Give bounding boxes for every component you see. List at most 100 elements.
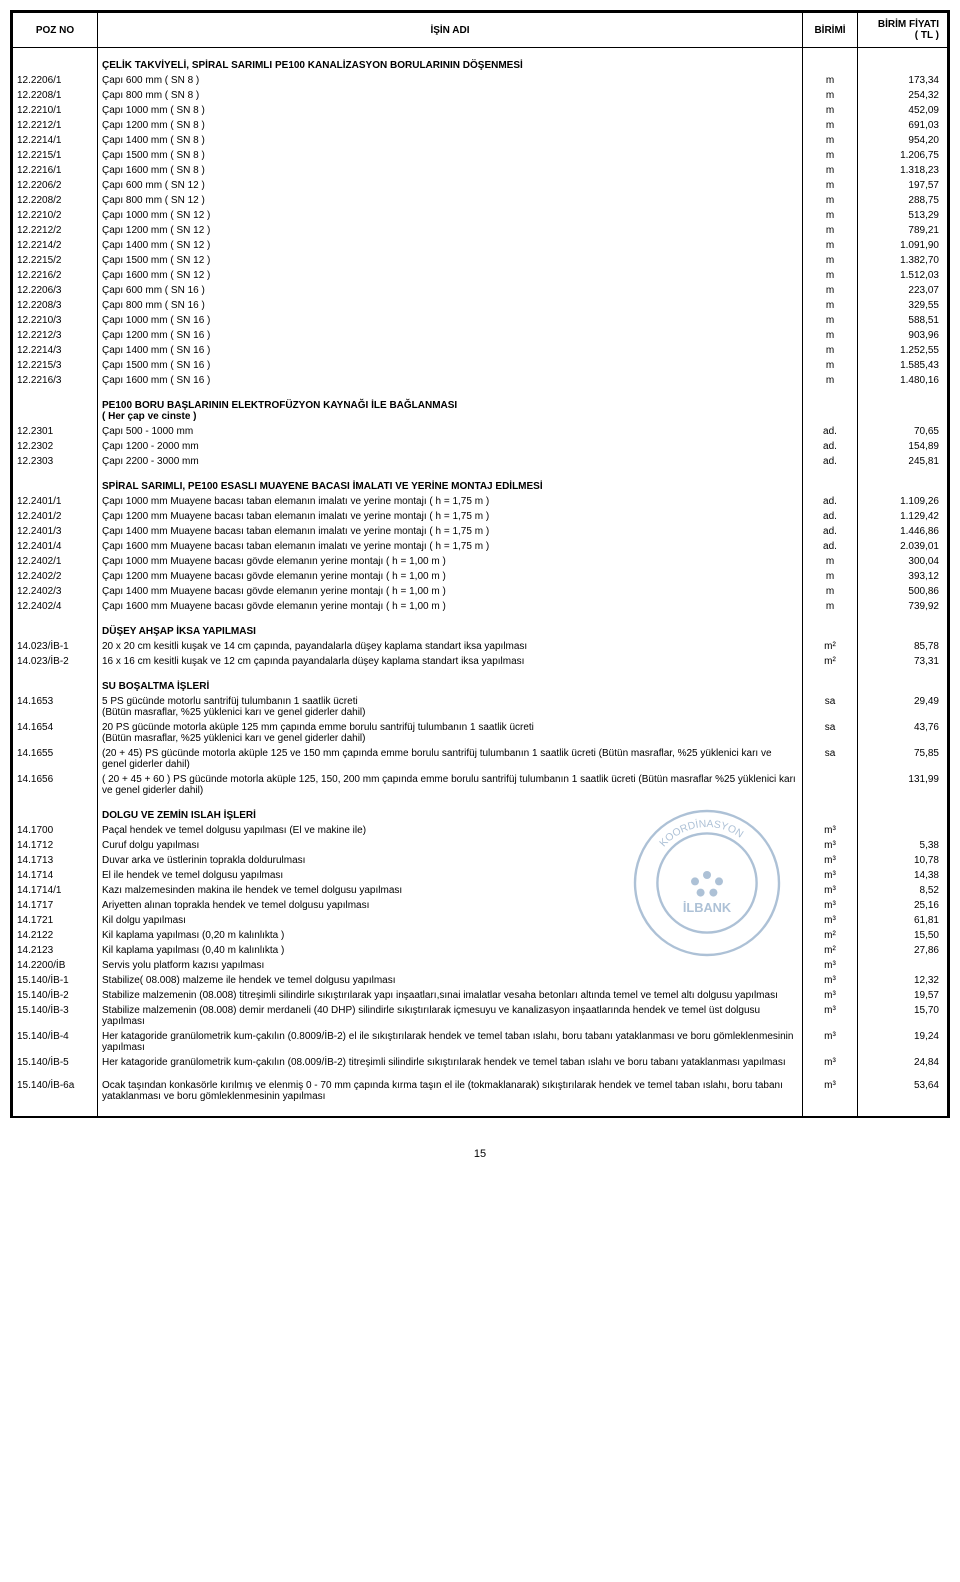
cell-fiyat: 154,89 [858,439,948,454]
cell-fiyat [858,958,948,973]
cell-poz: 12.2402/4 [13,599,98,614]
cell-ad: Ocak taşından konkasörle kırılmış ve ele… [98,1070,803,1116]
header-ad: İŞİN ADI [98,13,803,48]
cell-ad: Çapı 1500 mm ( SN 16 ) [98,358,803,373]
cell-birim: m [803,328,858,343]
table-row: 12.2206/3Çapı 600 mm ( SN 16 )m223,07 [13,283,948,298]
table-row: 12.2210/1Çapı 1000 mm ( SN 8 )m452,09 [13,103,948,118]
cell-fiyat [858,669,948,694]
cell-poz: 15.140/İB-3 [13,1003,98,1029]
section-title: SPİRAL SARIMLI, PE100 ESASLI MUAYENE BAC… [98,469,803,494]
cell-fiyat: 588,51 [858,313,948,328]
cell-poz [13,48,98,74]
table-row: 14.16535 PS gücünde motorlu santrifüj tu… [13,694,948,720]
cell-poz [13,388,98,424]
cell-poz: 12.2215/1 [13,148,98,163]
cell-birim: m³ [803,1070,858,1116]
cell-fiyat: 173,34 [858,73,948,88]
table-row: 15.140/İB-5Her katagoride granülometrik … [13,1055,948,1070]
table-row: 12.2216/2Çapı 1600 mm ( SN 12 )m1.512,03 [13,268,948,283]
cell-poz: 14.1655 [13,746,98,772]
cell-poz: 15.140/İB-5 [13,1055,98,1070]
cell-fiyat: 61,81 [858,913,948,928]
cell-ad: Stabilize malzemenin (08.008) titreşimli… [98,988,803,1003]
cell-ad: Çapı 800 mm ( SN 8 ) [98,88,803,103]
cell-birim: m [803,238,858,253]
cell-ad: Çapı 1200 mm ( SN 8 ) [98,118,803,133]
table-row: 12.2212/3Çapı 1200 mm ( SN 16 )m903,96 [13,328,948,343]
cell-birim: m [803,313,858,328]
cell-poz: 12.2212/2 [13,223,98,238]
cell-ad: Çapı 1500 mm ( SN 12 ) [98,253,803,268]
cell-ad: Çapı 600 mm ( SN 16 ) [98,283,803,298]
table-row: 14.2123Kil kaplama yapılması (0,40 m kal… [13,943,948,958]
table-row: 12.2401/1Çapı 1000 mm Muayene bacası tab… [13,494,948,509]
cell-fiyat [858,614,948,639]
table-row: 12.2216/1Çapı 1600 mm ( SN 8 )m1.318,23 [13,163,948,178]
cell-ad: Çapı 500 - 1000 mm [98,424,803,439]
cell-poz: 12.2301 [13,424,98,439]
cell-poz [13,614,98,639]
cell-poz: 14.1653 [13,694,98,720]
cell-poz: 12.2214/2 [13,238,98,253]
table-row: 14.1700Paçal hendek ve temel dolgusu yap… [13,823,948,838]
cell-ad: Çapı 1400 mm ( SN 8 ) [98,133,803,148]
cell-ad: Stabilize( 08.008) malzeme ile hendek ve… [98,973,803,988]
cell-ad: Çapı 1200 mm Muayene bacası taban eleman… [98,509,803,524]
cell-fiyat: 903,96 [858,328,948,343]
header-birim: BİRİMİ [803,13,858,48]
table-row: 12.2303Çapı 2200 - 3000 mmad.245,81 [13,454,948,469]
cell-fiyat: 739,92 [858,599,948,614]
cell-ad: Kil kaplama yapılması (0,20 m kalınlıkta… [98,928,803,943]
outer-frame: POZ NO İŞİN ADI BİRİMİ BİRİM FİYATI ( TL… [10,10,950,1118]
cell-fiyat: 43,76 [858,720,948,746]
cell-poz: 15.140/İB-1 [13,973,98,988]
cell-birim: m² [803,943,858,958]
cell-poz: 12.2210/2 [13,208,98,223]
table-body: ÇELİK TAKVİYELİ, SPİRAL SARIMLI PE100 KA… [13,48,948,1117]
cell-ad: Çapı 1600 mm ( SN 8 ) [98,163,803,178]
cell-ad: Çapı 1400 mm ( SN 12 ) [98,238,803,253]
cell-ad: Çapı 1500 mm ( SN 8 ) [98,148,803,163]
section-title-row: ÇELİK TAKVİYELİ, SPİRAL SARIMLI PE100 KA… [13,48,948,74]
table-row: 15.140/İB-1Stabilize( 08.008) malzeme il… [13,973,948,988]
cell-poz: 12.2206/1 [13,73,98,88]
cell-ad: (20 + 45) PS gücünde motorla aküple 125 … [98,746,803,772]
section-title-row: PE100 BORU BAŞLARININ ELEKTROFÜZYON KAYN… [13,388,948,424]
cell-birim: m³ [803,883,858,898]
cell-fiyat: 5,38 [858,838,948,853]
cell-birim [803,48,858,74]
table-row: 12.2214/2Çapı 1400 mm ( SN 12 )m1.091,90 [13,238,948,253]
cell-poz: 14.1713 [13,853,98,868]
table-row: 12.2208/1Çapı 800 mm ( SN 8 )m254,32 [13,88,948,103]
table-row: 12.2401/4Çapı 1600 mm Muayene bacası tab… [13,539,948,554]
cell-fiyat: 15,70 [858,1003,948,1029]
table-row: 14.1714/1Kazı malzemesinden makina ile h… [13,883,948,898]
cell-birim: m³ [803,973,858,988]
cell-birim: m [803,599,858,614]
cell-birim: m [803,554,858,569]
cell-birim: m [803,569,858,584]
section-title-row: DOLGU VE ZEMİN ISLAH İŞLERİ [13,798,948,823]
cell-ad: 5 PS gücünde motorlu santrifüj tulumbanı… [98,694,803,720]
cell-poz: 14.1714 [13,868,98,883]
cell-fiyat: 513,29 [858,208,948,223]
cell-poz: 12.2216/3 [13,373,98,388]
cell-ad: Çapı 600 mm ( SN 12 ) [98,178,803,193]
cell-birim [803,614,858,639]
cell-poz [13,469,98,494]
cell-ad: Çapı 1400 mm ( SN 16 ) [98,343,803,358]
cell-ad: El ile hendek ve temel dolgusu yapılması [98,868,803,883]
cell-birim: m² [803,654,858,669]
table-row: 14.1713Duvar arka ve üstlerinin toprakla… [13,853,948,868]
cell-birim: ad. [803,524,858,539]
table-row: 12.2214/3Çapı 1400 mm ( SN 16 )m1.252,55 [13,343,948,358]
cell-birim: ad. [803,424,858,439]
cell-fiyat: 14,38 [858,868,948,883]
cell-birim: m [803,88,858,103]
cell-fiyat: 245,81 [858,454,948,469]
cell-poz: 12.2402/3 [13,584,98,599]
cell-ad: Çapı 1600 mm Muayene bacası taban eleman… [98,539,803,554]
cell-ad: Çapı 1400 mm Muayene bacası taban eleman… [98,524,803,539]
section-title-row: SU BOŞALTMA İŞLERİ [13,669,948,694]
